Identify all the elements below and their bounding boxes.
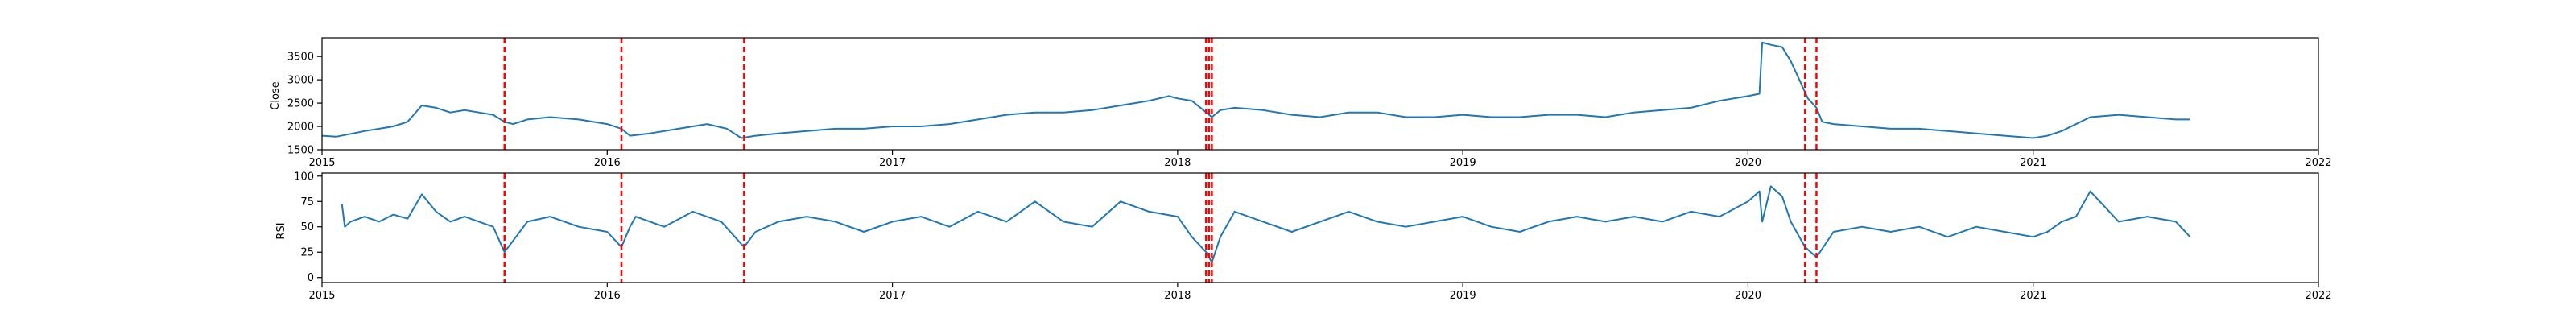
close-y-tick-label-1: 2000 bbox=[287, 122, 314, 134]
rsi-panel: RSI 2015 2016 2017 2018 2019 2020 2021 2022 0 25 5… bbox=[275, 171, 2332, 302]
close-x-tick-label-3: 2018 bbox=[1164, 157, 1191, 169]
close-x-tick-label-6: 2021 bbox=[2020, 157, 2046, 169]
rsi-y-tick-label-0: 0 bbox=[308, 272, 314, 284]
rsi-axes-frame bbox=[321, 172, 2319, 283]
close-y-tick-label-4: 3500 bbox=[287, 52, 314, 64]
close-series-line-0 bbox=[322, 41, 2190, 139]
rsi-y-tick-label-4: 100 bbox=[294, 171, 314, 183]
close-x-tick-label-0: 2015 bbox=[308, 157, 335, 169]
close-x-tick-label-5: 2020 bbox=[1735, 157, 1761, 169]
rsi-y-tick-label-1: 25 bbox=[300, 247, 314, 259]
rsi-x-tick-label-1: 2016 bbox=[594, 290, 621, 302]
rsi-x-tick-label-0: 2015 bbox=[308, 290, 335, 302]
rsi-y-axis-label: RSI bbox=[275, 222, 287, 239]
rsi-x-tick-label-2: 2017 bbox=[879, 290, 906, 302]
rsi-y-tick-label-3: 75 bbox=[300, 196, 314, 208]
rsi-x-tick-label-6: 2021 bbox=[2020, 290, 2046, 302]
close-y-axis-label: Close bbox=[270, 81, 282, 109]
close-x-tick-label-2: 2017 bbox=[879, 157, 906, 169]
rsi-x-tick-label-4: 2019 bbox=[1450, 290, 1476, 302]
close-x-tick-label-4: 2019 bbox=[1450, 157, 1476, 169]
close-axes-frame bbox=[321, 37, 2319, 151]
rsi-x-tick-label-3: 2018 bbox=[1164, 290, 1191, 302]
rsi-y-tick-label-2: 50 bbox=[300, 221, 314, 233]
close-x-tick-label-7: 2022 bbox=[2305, 157, 2331, 169]
close-y-tick-label-3: 3000 bbox=[287, 75, 314, 87]
close-y-tick-label-2: 2500 bbox=[287, 98, 314, 110]
rsi-x-tick-label-5: 2020 bbox=[1735, 290, 1761, 302]
close-y-tick-label-0: 1500 bbox=[287, 145, 314, 157]
rsi-x-tick-label-7: 2022 bbox=[2305, 290, 2331, 302]
close-x-tick-label-1: 2016 bbox=[594, 157, 621, 169]
close-price-panel: Close 2015 2016 2017 2018 2019 2020 2021 2022 15… bbox=[270, 37, 2332, 169]
